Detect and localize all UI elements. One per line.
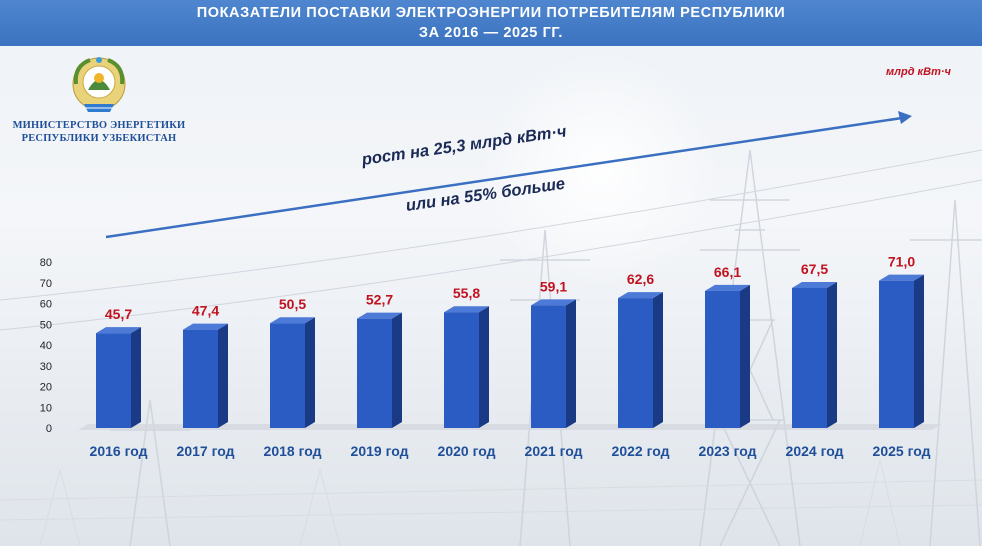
bar-front bbox=[444, 312, 479, 428]
x-tick-label: 2025 год bbox=[873, 443, 931, 459]
bar-side bbox=[392, 312, 402, 428]
bar bbox=[618, 292, 663, 428]
bar bbox=[792, 281, 837, 428]
unit-label: млрд кВт·ч bbox=[886, 66, 951, 78]
y-tick-label: 70 bbox=[40, 278, 52, 290]
y-tick-label: 80 bbox=[40, 257, 52, 269]
x-tick-label: 2023 год bbox=[699, 443, 757, 459]
bar bbox=[705, 284, 750, 428]
bar-side bbox=[566, 299, 576, 428]
bar-top bbox=[531, 299, 576, 306]
bar bbox=[531, 299, 576, 428]
state-emblem-icon bbox=[72, 57, 126, 112]
value-label: 45,7 bbox=[105, 306, 132, 322]
bar-front bbox=[96, 333, 131, 428]
x-tick-label: 2022 год bbox=[612, 443, 670, 459]
value-label: 55,8 bbox=[453, 285, 480, 301]
x-tick-label: 2017 год bbox=[177, 443, 235, 459]
value-labels: 45,7 47,4 50,5 52,7 55,8 59,1 62,6 66,1 67,5 71,0 bbox=[105, 254, 915, 322]
x-tick-label: 2020 год bbox=[438, 443, 496, 459]
bar-top bbox=[618, 292, 663, 299]
bar-top bbox=[792, 281, 837, 288]
value-label: 50,5 bbox=[279, 296, 306, 312]
bar-front bbox=[618, 298, 653, 428]
ministry-line2: РЕСПУБЛИКИ УЗБЕКИСТАН bbox=[21, 133, 177, 144]
bar-side bbox=[218, 323, 228, 428]
bar bbox=[444, 306, 489, 428]
title-banner: ПОКАЗАТЕЛИ ПОСТАВКИ ЭЛЕКТРОЭНЕРГИИ ПОТРЕ… bbox=[0, 0, 982, 46]
y-tick-label: 10 bbox=[40, 402, 52, 414]
bar-side bbox=[479, 306, 489, 428]
value-label: 59,1 bbox=[540, 278, 567, 294]
chart-title-line1: ПОКАЗАТЕЛИ ПОСТАВКИ ЭЛЕКТРОЭНЕРГИИ ПОТРЕ… bbox=[196, 5, 786, 21]
y-tick-label: 20 bbox=[40, 382, 52, 394]
bar-side bbox=[653, 292, 663, 428]
bar-front bbox=[270, 323, 305, 428]
bar-front bbox=[531, 305, 566, 428]
value-label: 71,0 bbox=[888, 254, 915, 270]
bar bbox=[357, 312, 402, 428]
ministry-line1: МИНИСТЕРСТВО ЭНЕРГЕТИКИ bbox=[12, 120, 186, 131]
y-tick-label: 60 bbox=[40, 299, 52, 311]
bar bbox=[183, 323, 228, 428]
bar-side bbox=[914, 274, 924, 428]
bar bbox=[270, 317, 315, 428]
bar bbox=[96, 327, 141, 428]
value-label: 47,4 bbox=[192, 303, 219, 319]
value-label: 66,1 bbox=[714, 264, 741, 280]
bar-top bbox=[96, 327, 141, 334]
bar-side bbox=[305, 317, 315, 428]
x-tick-label: 2019 год bbox=[351, 443, 409, 459]
bars bbox=[96, 274, 924, 428]
y-tick-label: 0 bbox=[46, 423, 52, 435]
bar-side bbox=[740, 284, 750, 428]
bar-top bbox=[879, 274, 924, 281]
bar-side bbox=[131, 327, 141, 428]
bar-front bbox=[879, 280, 914, 428]
x-tick-label: 2016 год bbox=[90, 443, 148, 459]
ministry-name: МИНИСТЕРСТВО ЭНЕРГЕТИКИ РЕСПУБЛИКИ УЗБЕК… bbox=[4, 119, 194, 145]
value-label: 62,6 bbox=[627, 271, 654, 287]
x-axis-labels: 2016 год 2017 год 2018 год 2019 год 2020 год… bbox=[90, 443, 931, 459]
x-tick-label: 2021 год bbox=[525, 443, 583, 459]
bar-front bbox=[357, 318, 392, 428]
value-label: 67,5 bbox=[801, 261, 828, 277]
chart-title-line2: ЗА 2016 — 2025 ГГ. bbox=[418, 25, 564, 41]
x-tick-label: 2024 год bbox=[786, 443, 844, 459]
bar-top bbox=[357, 312, 402, 319]
bar-front bbox=[183, 329, 218, 428]
y-tick-label: 30 bbox=[40, 361, 52, 373]
bar-side bbox=[827, 281, 837, 428]
bar-top bbox=[444, 306, 489, 313]
y-tick-label: 50 bbox=[40, 319, 52, 331]
value-label: 52,7 bbox=[366, 292, 393, 308]
bar bbox=[879, 274, 924, 428]
bar-front bbox=[705, 290, 740, 428]
bar-front bbox=[792, 287, 827, 428]
bar-top bbox=[705, 284, 750, 291]
x-tick-label: 2018 год bbox=[264, 443, 322, 459]
bar-top bbox=[183, 323, 228, 330]
y-tick-label: 40 bbox=[40, 340, 52, 352]
y-axis: 0 10 20 30 40 50 60 70 80 bbox=[40, 257, 52, 435]
bar-top bbox=[270, 317, 315, 324]
